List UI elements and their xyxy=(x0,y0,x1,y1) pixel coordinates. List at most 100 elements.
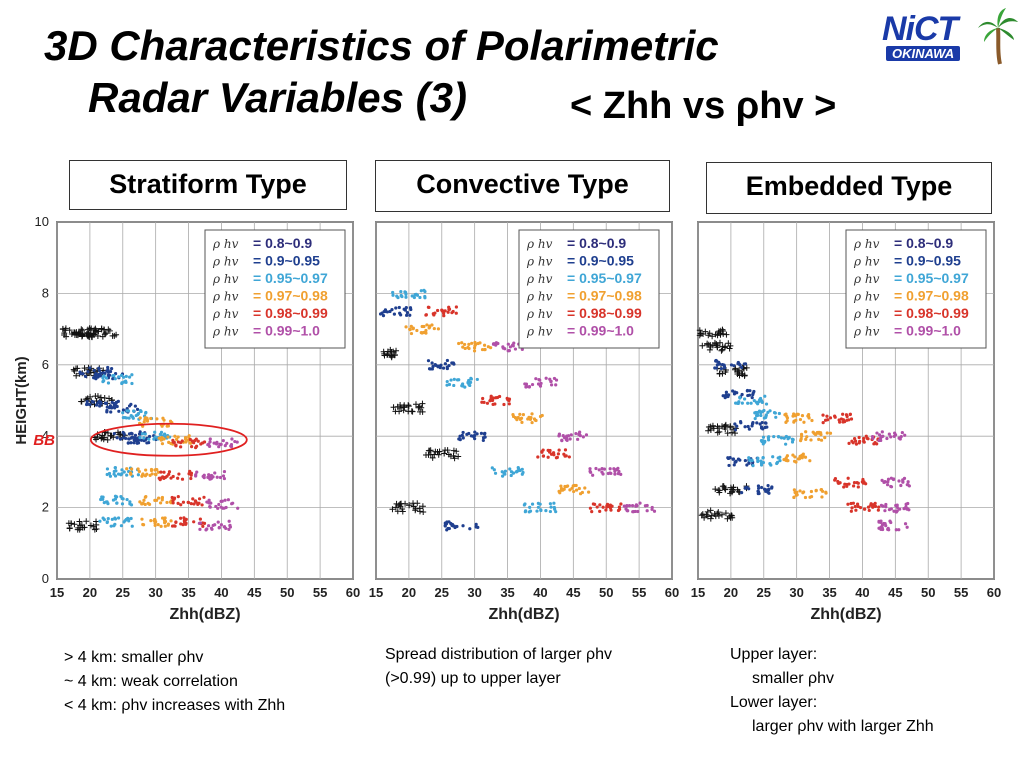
data-point xyxy=(113,377,117,381)
data-point xyxy=(224,505,228,510)
legend-symbol: ρ hv xyxy=(212,237,239,251)
data-point xyxy=(143,432,147,436)
data-point xyxy=(544,376,548,380)
data-point xyxy=(551,451,556,455)
data-point xyxy=(530,502,535,506)
data-point xyxy=(884,505,888,509)
data-point xyxy=(824,491,828,495)
data-point xyxy=(738,419,743,424)
data-point xyxy=(451,361,455,365)
data-point xyxy=(759,425,764,429)
data-point xyxy=(875,442,879,446)
data-point xyxy=(588,506,593,510)
data-point xyxy=(408,328,412,332)
data-point xyxy=(443,362,447,366)
data-point xyxy=(557,433,561,438)
data-point xyxy=(530,420,534,425)
data-point xyxy=(764,415,768,420)
data-point xyxy=(189,441,193,445)
data-point xyxy=(226,498,230,502)
data-point xyxy=(424,328,428,333)
data-point xyxy=(889,435,893,439)
data-point xyxy=(880,478,884,482)
y-tick-label: 4 xyxy=(42,428,49,443)
data-point xyxy=(81,372,85,376)
data-point xyxy=(704,513,711,520)
data-point xyxy=(617,507,622,511)
data-point xyxy=(563,448,568,452)
data-point xyxy=(171,501,175,505)
legend-range: = 0.9~0.95 xyxy=(894,253,961,269)
data-point xyxy=(121,411,125,415)
data-point xyxy=(820,495,824,499)
data-point xyxy=(155,417,159,421)
data-point xyxy=(166,435,170,439)
data-point xyxy=(216,520,220,524)
data-point xyxy=(489,346,493,350)
data-point xyxy=(180,477,185,481)
data-point xyxy=(478,341,482,345)
data-point xyxy=(902,476,907,481)
data-point xyxy=(786,437,790,441)
data-point xyxy=(196,502,200,506)
data-point xyxy=(523,510,527,514)
data-point xyxy=(571,484,575,488)
data-point xyxy=(107,432,114,439)
data-point xyxy=(536,382,541,386)
data-point xyxy=(202,473,206,477)
data-point xyxy=(833,415,837,419)
data-point xyxy=(552,501,556,505)
data-point xyxy=(792,488,796,492)
data-point xyxy=(572,489,576,494)
data-point xyxy=(399,289,403,294)
data-point xyxy=(855,480,859,485)
data-point xyxy=(420,509,427,516)
data-point xyxy=(98,435,105,442)
data-point xyxy=(429,454,436,461)
data-point xyxy=(419,289,423,293)
data-point xyxy=(536,455,540,459)
data-point xyxy=(447,526,451,531)
data-point xyxy=(163,475,167,480)
data-point xyxy=(887,432,891,436)
data-point xyxy=(390,308,394,312)
data-point xyxy=(554,510,558,514)
data-point xyxy=(126,441,130,445)
data-point xyxy=(452,383,456,388)
data-point xyxy=(841,420,845,424)
legend-range: = 0.8~0.9 xyxy=(253,235,312,251)
data-point xyxy=(436,448,443,455)
x-tick-label: 20 xyxy=(83,585,97,600)
x-tick-label: 55 xyxy=(313,585,327,600)
data-point xyxy=(66,525,73,532)
data-point xyxy=(472,349,477,353)
data-point xyxy=(147,434,152,439)
legend-range: = 0.95~0.97 xyxy=(253,270,328,286)
data-point xyxy=(799,432,804,436)
data-point xyxy=(804,430,808,434)
data-point xyxy=(625,509,629,513)
data-point xyxy=(719,511,726,518)
data-point xyxy=(90,399,94,404)
data-point xyxy=(705,427,712,434)
data-point xyxy=(175,437,179,441)
data-point xyxy=(117,409,121,413)
data-point xyxy=(467,342,471,346)
data-point xyxy=(736,401,740,406)
data-point xyxy=(88,402,92,407)
data-point xyxy=(129,441,133,445)
legend-range: = 0.9~0.95 xyxy=(567,253,634,269)
data-point xyxy=(511,343,515,347)
data-point xyxy=(428,324,432,328)
data-point xyxy=(509,473,513,478)
data-point xyxy=(194,446,198,450)
palm-tree-icon xyxy=(978,8,1018,65)
data-point xyxy=(413,293,417,297)
data-point xyxy=(539,508,543,512)
data-point xyxy=(894,528,898,532)
data-point xyxy=(784,458,789,462)
data-point xyxy=(163,519,168,524)
data-point xyxy=(408,313,412,317)
data-point xyxy=(727,342,734,349)
data-point xyxy=(125,467,129,471)
